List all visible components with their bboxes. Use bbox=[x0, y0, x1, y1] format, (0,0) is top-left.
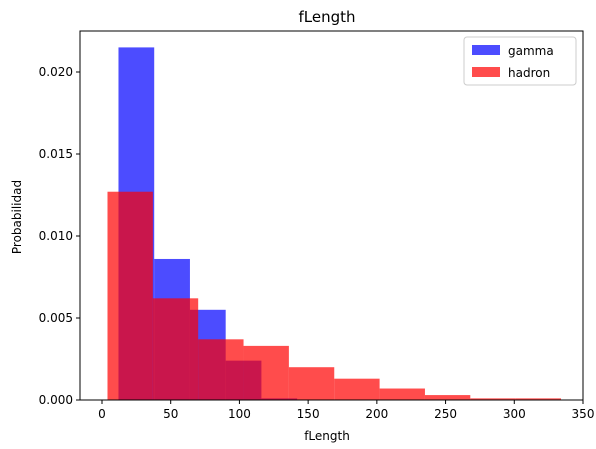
hadron-bar bbox=[470, 398, 516, 400]
hadron-bar bbox=[243, 345, 289, 400]
x-tick-label: 50 bbox=[163, 407, 178, 421]
legend-swatch-gamma bbox=[472, 45, 500, 55]
y-axis-label: Probabilidad bbox=[10, 180, 24, 254]
y-tick-label: 0.000 bbox=[39, 393, 73, 407]
hadron-bar bbox=[379, 388, 425, 400]
legend-swatch-hadron bbox=[472, 67, 500, 77]
hadron-bar bbox=[198, 339, 244, 400]
hadron-bar bbox=[107, 191, 153, 400]
x-tick-label: 250 bbox=[434, 407, 457, 421]
chart-title: fLength bbox=[298, 8, 355, 26]
hadron-bar bbox=[288, 367, 335, 400]
legend-label-hadron: hadron bbox=[508, 66, 550, 80]
x-tick-label: 0 bbox=[98, 407, 106, 421]
y-tick-label: 0.020 bbox=[39, 65, 73, 79]
plot-bars bbox=[107, 47, 562, 401]
y-tick-label: 0.010 bbox=[39, 229, 73, 243]
x-tick-label: 150 bbox=[297, 407, 320, 421]
ticks: 0 50 100 150 200 250 300 350 0.000 0.005 0.010 0.01… bbox=[39, 65, 595, 421]
hadron-bar bbox=[152, 298, 199, 400]
x-axis-label: fLength bbox=[304, 429, 350, 443]
y-tick-label: 0.015 bbox=[39, 147, 73, 161]
plot-frame bbox=[79, 30, 584, 401]
x-tick-label: 350 bbox=[572, 407, 595, 421]
axes bbox=[79, 30, 584, 401]
x-tick-label: 100 bbox=[228, 407, 251, 421]
hadron-bar bbox=[334, 378, 380, 400]
x-tick-label: 200 bbox=[365, 407, 388, 421]
legend: gamma hadron bbox=[463, 36, 577, 86]
series-hadron bbox=[107, 191, 562, 400]
y-tick-label: 0.005 bbox=[39, 311, 73, 325]
hadron-bar bbox=[515, 398, 562, 400]
x-tick-label: 300 bbox=[503, 407, 526, 421]
legend-label-gamma: gamma bbox=[508, 44, 554, 58]
hadron-bar bbox=[424, 395, 471, 400]
